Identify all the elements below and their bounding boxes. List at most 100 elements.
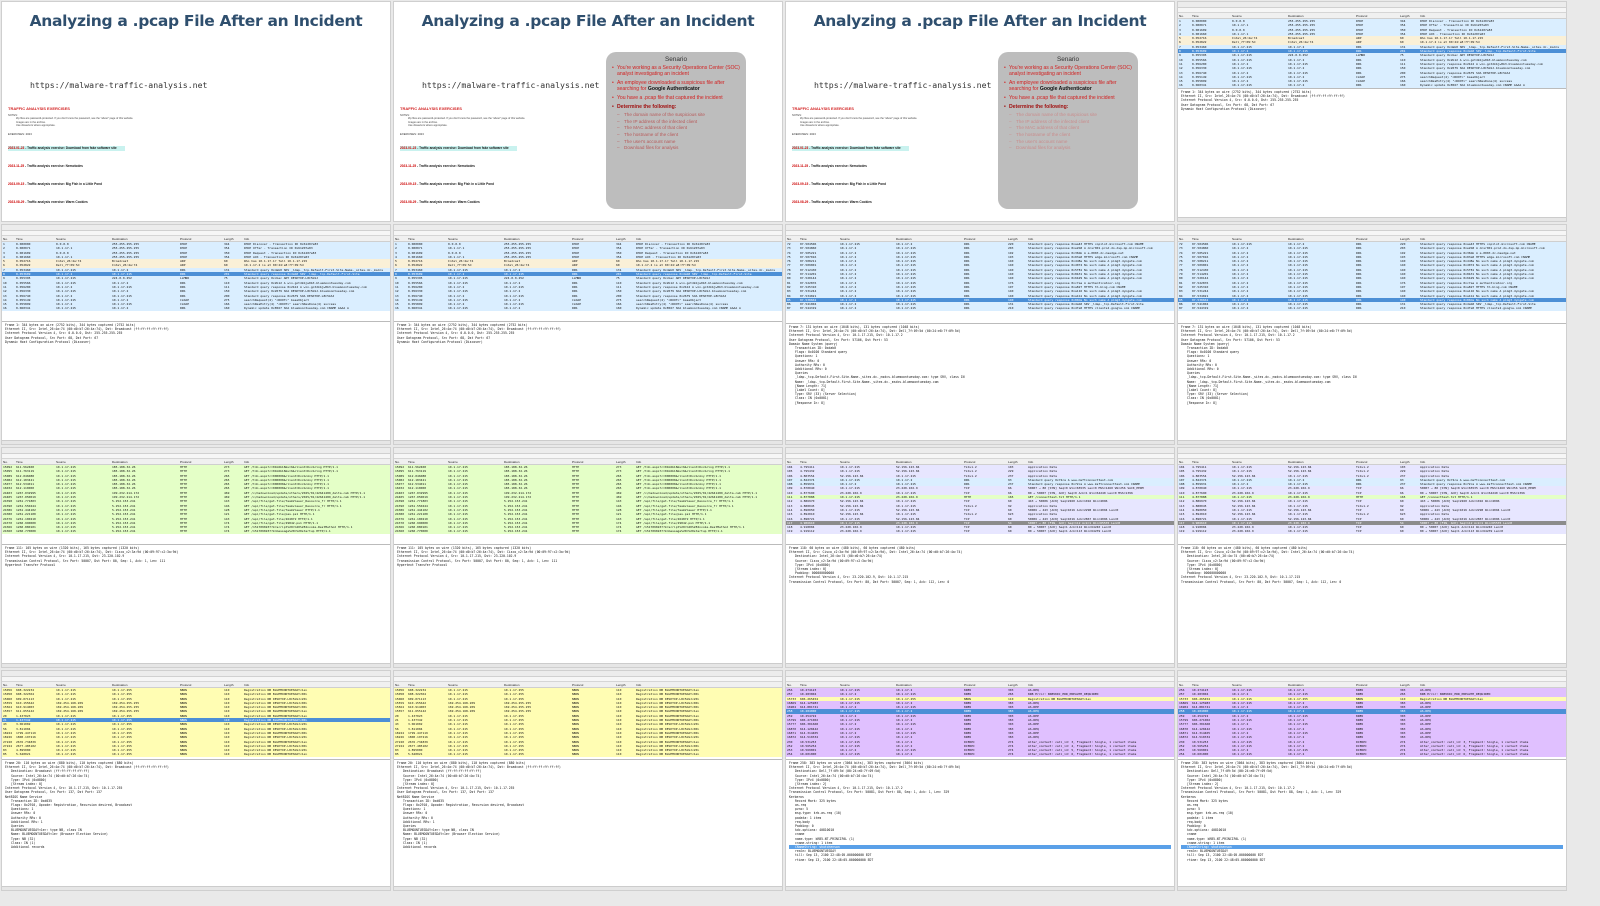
packet-detail-line[interactable]: [Stream index: 2] [795, 782, 827, 787]
packet-detail-line[interactable]: User Datagram Protocol, Src Port: 68, Ds… [397, 335, 491, 340]
column-header[interactable]: No. [395, 237, 400, 241]
site-exercise-link[interactable]: 2023-07-01 - Traffic analysis exercise: … [400, 208, 610, 216]
packet-row[interactable]: 1 0.000000 0.0.0.0 255.255.255.255 DHCP 344 DH… [1178, 19, 1566, 24]
packet-detail-line[interactable]: Class: IN (1) [11, 840, 36, 845]
packet-row[interactable]: 113 4.888045 52.156.123.84 10.1.17.215 TLSv1… [1178, 503, 1566, 508]
packet-row[interactable]: 108 4.859931 10.1.17.2 10.1.17.215 DNS 237 Sta… [1178, 482, 1566, 487]
packet-detail-line[interactable]: Source: Intel_26:4a:74 (00:d0:b7:26:4a:7… [795, 773, 874, 778]
packet-detail-line[interactable]: Additional RRs: 0 [795, 367, 827, 372]
packet-detail-line[interactable]: cname-string: 1 item [1187, 840, 1225, 845]
packet-row[interactable]: 18224 1799.447119 10.1.17.215 10.1.17.255 NB… [394, 730, 782, 736]
packet-row[interactable]: 5 0.052716 Intel_26:4a:74 Broadcast ARP 60 Who… [1178, 36, 1566, 41]
packet-row[interactable]: 24403 1267.032995 10.1.17.215 199.232.214.1… [2, 490, 390, 496]
packet-detail-line[interactable]: Dynamic Host Configuration Protocol (Dis… [397, 339, 483, 344]
packet-row[interactable]: 24376 1261.100210 10.1.17.215 5.252.153.241… [394, 516, 782, 521]
packet-detail-line[interactable]: Domain Name System (query) [1181, 341, 1230, 346]
packet-row[interactable]: 15733 606.265454 10.1.17.215 10.1.17.255 NBN… [1178, 696, 1566, 701]
packet-list[interactable]: 104 4.795411 10.1.17.215 52.156.123.84 TLSv1… [786, 465, 1174, 545]
packet-row[interactable]: 16904 614.881741 10.1.17.2 10.1.17.215 KRB5 3… [1178, 705, 1566, 710]
packet-detail-line[interactable]: Record Mark: 325 bytes [795, 798, 836, 803]
packet-row[interactable]: 16869 614.125983 10.1.17.215 10.1.17.2 KRB5 3… [786, 700, 1174, 706]
column-header[interactable]: Length [1008, 683, 1018, 687]
packet-row[interactable]: 15777 606.301668 10.1.17.2 10.1.17.215 KRB5 3… [1178, 722, 1566, 727]
packet-detail-line[interactable]: realm: BLUEMOONTUESDAY [795, 849, 836, 854]
packet-row[interactable]: 252 10.565254 10.1.17.215 10.1.17.2 DCERPC 27… [1178, 743, 1566, 749]
packet-row[interactable]: 15799 606.271002 10.1.17.215 10.1.17.2 KRB5 3… [1178, 718, 1566, 723]
column-header[interactable]: Info [1420, 460, 1426, 464]
packet-detail-line[interactable]: Name: _ldap._tcp.Default-First-Site-Name… [795, 379, 939, 384]
packet-row[interactable]: 85 5.640021 10.1.17.215 10.1.17.255 NBNS 110 R… [394, 752, 782, 757]
column-header[interactable]: Destination [504, 683, 520, 687]
packet-detail-line[interactable]: [Label Count: 8] [795, 388, 825, 393]
packet-detail-line[interactable]: [Name Length: 71] [795, 383, 827, 388]
column-header[interactable]: Info [244, 683, 250, 687]
packet-details[interactable]: Frame 1: 344 bytes on wire (2752 bits), … [394, 322, 782, 426]
packet-row[interactable]: 24376 1261.100210 10.1.17.215 5.252.153.241… [2, 516, 390, 521]
packet-row[interactable]: 5 0.052716 Intel_26:4a:74 Broadcast ARP 60 Who… [394, 259, 782, 264]
packet-detail-line[interactable]: Authority RRs: 0 [11, 815, 41, 820]
column-header[interactable]: Info [1420, 237, 1426, 241]
packet-row[interactable]: 75 07.507016 10.1.17.2 10.1.17.215 DNS 193 Sta… [786, 254, 1174, 260]
wireshark-toolbar[interactable] [1178, 448, 1566, 454]
packet-detail-line[interactable]: padata: 1 item [795, 815, 822, 820]
column-header[interactable]: Destination [1288, 237, 1304, 241]
packet-detail-line[interactable]: Padding: 000000000000 [795, 571, 835, 576]
packet-row[interactable]: 254 10.601000 10.1.17.215 10.1.17.2 DCERPC 27… [786, 752, 1174, 757]
packet-detail-line[interactable]: Transmission Control Protocol, Src Port:… [789, 579, 950, 584]
packet-row[interactable]: 3 0.001609 0.0.0.0 255.255.255.255 DHCP 350 DH… [1178, 27, 1566, 32]
packet-details[interactable]: Frame 20: 110 bytes on wire (880 bits), … [2, 760, 390, 872]
packet-detail-line[interactable]: msg-type: krb-as-req (10) [1187, 811, 1234, 816]
display-filter-bar[interactable] [394, 454, 782, 459]
packet-detail-line[interactable]: Transmission Control Protocol, Src Port:… [397, 558, 558, 563]
packet-row[interactable]: 73 07.504860 10.1.17.2 10.1.17.215 DNS 203 Sta… [1178, 246, 1566, 251]
packet-row[interactable]: 11 0.056200 10.1.17.2 10.1.17.215 DNS 111 Stan… [2, 284, 390, 290]
packet-detail-line[interactable]: Ethernet II, Src: Intel_26:4a:74 (00:d0:… [1181, 765, 1353, 770]
packet-detail-line[interactable]: cname-string: 1 item [795, 840, 833, 845]
wireshark-toolbar[interactable] [1178, 2, 1566, 8]
packet-row[interactable]: 85 07.538662 10.1.17.2 10.1.17.215 DNS 140 Sta… [786, 297, 1174, 303]
packet-row[interactable]: 116 4.898721 10.1.17.215 52.156.123.84 TCP 60… [1178, 516, 1566, 521]
packet-detail-line[interactable]: Authority RRs: 0 [795, 362, 825, 367]
packet-row[interactable]: 43 3.061002 10.1.17.215 10.1.17.255 NBNS 110 R… [2, 722, 390, 727]
packet-row[interactable]: 15082 612.183421 10.1.17.215 185.188.32.26 H… [394, 477, 782, 483]
site-exercise-text[interactable]: 2023-08-29 - Traffic analysis exercise: … [400, 200, 480, 204]
packet-row[interactable]: 24405 1267.050019 10.1.17.215 199.232.214.1… [394, 495, 782, 500]
column-header[interactable]: Protocol [964, 460, 976, 464]
packet-row[interactable]: 24386 1261.444102 10.1.17.215 5.252.153.241… [394, 507, 782, 513]
packet-detail-line[interactable]: Source: Intel_26:4a:74 (00:d0:b7:26:4a:7… [11, 773, 90, 778]
packet-row[interactable]: 20 1.437023 10.1.17.215 10.1.17.255 NBNS 110 R… [2, 713, 390, 719]
column-header[interactable]: Protocol [572, 237, 584, 241]
packet-row[interactable]: 259 10.254722 10.1.17.2 10.1.17.215 KRB5 303 A… [1178, 713, 1566, 719]
packet-row[interactable]: 6 0.052822 Dell_7f:09:5d Intel_26:4a:74 ARP 6… [2, 263, 390, 268]
packet-row[interactable]: 15564 610.914003 169.254.168.209 169.254.25… [2, 705, 390, 710]
packet-row[interactable]: 76 07.508211 10.1.17.2 10.1.17.215 DNS 140 Sta… [1178, 259, 1566, 264]
column-header[interactable]: No. [3, 237, 8, 241]
packet-row[interactable]: 3 0.001609 0.0.0.0 255.255.255.255 DHCP 350 DH… [394, 250, 782, 255]
packet-row[interactable]: 15095 611.763119 10.1.17.215 185.188.32.26 H… [394, 469, 782, 474]
packet-row[interactable]: 8 0.053609 10.1.17.2 10.1.17.215 DNS 201 Stand… [1178, 49, 1566, 54]
packet-row[interactable]: 83 07.531244 10.1.17.2 10.1.17.215 DNS 140 Sta… [1178, 289, 1566, 294]
packet-details[interactable]: Frame 7: 131 bytes on wire (1048 bits), … [786, 324, 1174, 426]
packet-detail-line[interactable]: Destination: Intel_26:4a:74 (00:d0:b7:26… [795, 554, 883, 559]
packet-detail-line[interactable]: Type: IPv4 (0x0800) [1187, 777, 1223, 782]
packet-row[interactable]: 24398 1261.771803 10.1.17.215 5.252.153.241… [2, 499, 390, 504]
site-exercise-text[interactable]: 2023-08-29 - Traffic analysis exercise: … [792, 200, 872, 204]
packet-row[interactable]: 4 0.001660 10.1.17.1 255.255.255.255 DHCP 354… [394, 254, 782, 260]
column-header[interactable]: Source [1232, 14, 1242, 18]
packet-row[interactable]: 2 0.000071 10.1.17.1 255.255.255.255 DHCP 354… [1178, 23, 1566, 28]
column-header[interactable]: Length [224, 460, 234, 464]
packet-detail-line[interactable]: Domain Name System (query) [789, 341, 838, 346]
packet-row[interactable]: 82 07.525310 10.1.17.2 10.1.17.215 DNS 197 Sta… [1178, 284, 1566, 290]
column-header[interactable]: Length [1400, 14, 1410, 18]
packet-detail-line[interactable]: Name: BLUEMOONTUESDAY<1e> (Browser Elect… [11, 832, 108, 837]
wireshark-toolbar[interactable] [2, 448, 390, 454]
packet-detail-line[interactable]: Source: Cisco_c2:3a:9d (00:09:97:c2:3a:9… [1187, 558, 1266, 563]
packet-detail-line[interactable]: rtime: Sep 13, 2100 22:48:05.000000000 E… [795, 857, 874, 862]
packet-detail-line[interactable]: Transmission Control Protocol, Src Port:… [789, 790, 950, 795]
packet-row[interactable]: 105 4.795432 10.1.17.215 52.156.123.84 TLSv1… [786, 469, 1174, 474]
packet-detail-line[interactable]: Frame 1: 344 bytes on wire (2752 bits), … [5, 323, 136, 327]
site-exercise-text[interactable]: 2023-09-15 - Traffic analysis exercise: … [792, 182, 886, 186]
packet-detail-line[interactable]: Internet Protocol Version 4, Src: 10.1.1… [5, 554, 125, 559]
packet-row[interactable]: 108 4.859931 10.1.17.2 10.1.17.215 DNS 237 Sta… [786, 482, 1174, 487]
packet-detail-line[interactable]: Type: IPv4 (0x0800) [795, 562, 831, 567]
